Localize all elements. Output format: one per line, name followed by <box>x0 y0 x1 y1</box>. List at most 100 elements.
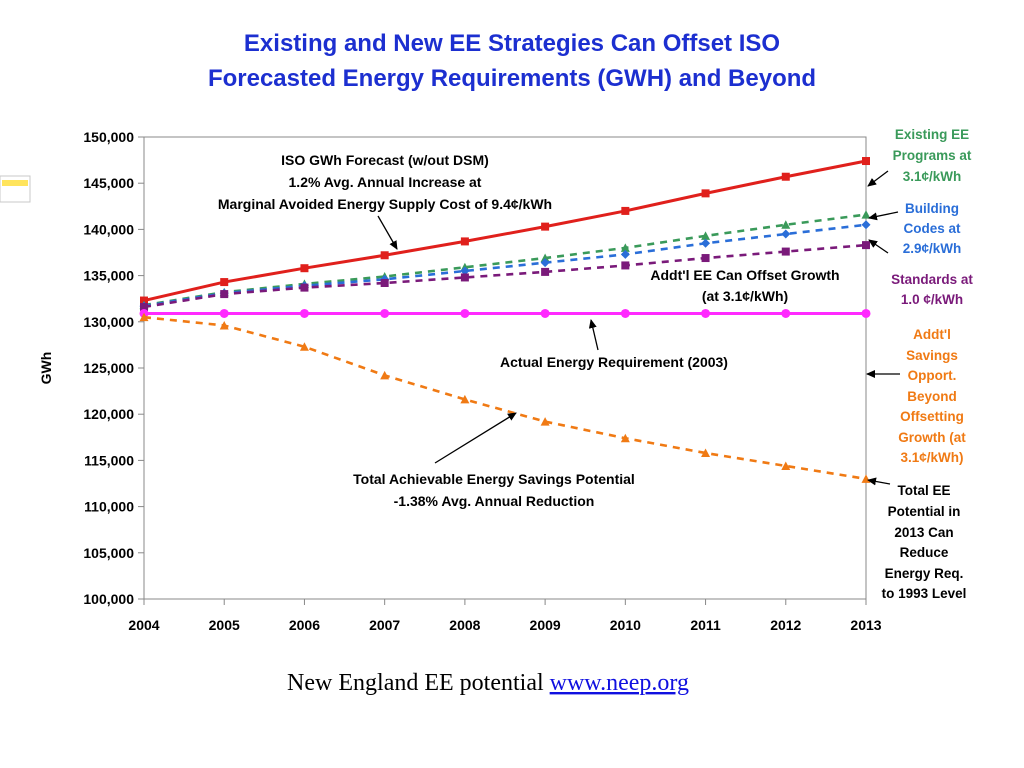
annotation-achievable-line-2: -1.38% Avg. Annual Reduction <box>394 493 595 509</box>
series-achievable <box>139 312 871 483</box>
series-point-achievable <box>299 342 309 351</box>
series-point-standards <box>621 261 630 270</box>
annotation-offset: Addt'l EE Can Offset Growth (at 3.1¢/kWh… <box>650 267 839 304</box>
side-label-addtl: Addt'l Savings Opport. Beyond Offsetting… <box>898 327 966 465</box>
series-point-actual <box>460 308 470 318</box>
arrow-total <box>867 477 891 486</box>
x-tick-label: 2004 <box>128 617 159 633</box>
series-point-codes <box>460 266 470 276</box>
x-tick-label: 2005 <box>209 617 240 633</box>
series-point-standards <box>862 241 870 250</box>
series-point-actual <box>781 308 791 318</box>
x-tick-label: 2006 <box>289 617 320 633</box>
side-existing-line-2: Programs at <box>893 148 972 163</box>
annotation-offset-line-2: (at 3.1¢/kWh) <box>702 288 788 304</box>
series-point-actual <box>299 308 309 318</box>
series-point-actual <box>540 308 550 318</box>
series-point-actual <box>219 308 229 318</box>
annotation-forecast-line-3: Marginal Avoided Energy Supply Cost of 9… <box>218 196 552 212</box>
arrow-existing <box>867 170 889 187</box>
series-standards <box>140 241 870 312</box>
side-codes-line-2: Codes at <box>903 221 961 236</box>
series-point-standards <box>220 290 229 299</box>
series-point-codes <box>540 258 550 268</box>
series-point-standards <box>380 278 389 287</box>
x-tick-label: 2008 <box>449 617 480 633</box>
side-label-standards: Standards at 1.0 ¢/kWh <box>891 272 973 307</box>
series-point-achievable <box>861 474 871 483</box>
y-tick-label: 145,000 <box>83 175 134 191</box>
series-point-forecast <box>140 296 148 305</box>
y-axis-label: GWh <box>38 352 54 385</box>
annotation-forecast: ISO GWh Forecast (w/out DSM) 1.2% Avg. A… <box>218 152 552 212</box>
annotation-achievable-line-1: Total Achievable Energy Savings Potentia… <box>353 471 635 487</box>
series-point-achievable <box>701 448 711 458</box>
arrow-achievable <box>434 412 517 464</box>
axes: 100,000 105,000 110,000 115,000 120,000 125,0… <box>83 129 881 633</box>
arrow-standards <box>868 239 889 254</box>
side-total-line-5: Energy Req. <box>885 566 964 581</box>
annotation-achievable: Total Achievable Energy Savings Potentia… <box>353 471 635 509</box>
side-addtl-line-4: Beyond <box>907 389 957 404</box>
side-total-line-2: Potential in <box>888 504 961 519</box>
series-actual <box>139 308 871 318</box>
series-point-actual <box>380 308 390 318</box>
side-codes-line-1: Building <box>905 201 959 216</box>
series-point-forecast <box>781 172 790 181</box>
chart-title-line-1: Existing and New EE Strategies Can Offse… <box>244 30 780 57</box>
side-addtl-line-7: 3.1¢/kWh) <box>900 450 963 465</box>
side-label-existing: Existing EE Programs at 3.1¢/kWh <box>893 127 972 184</box>
series-point-standards <box>781 247 790 256</box>
series-point-actual <box>701 308 711 318</box>
side-addtl-line-6: Growth (at <box>898 430 966 445</box>
side-total-line-4: Reduce <box>900 545 949 560</box>
footer-link[interactable]: www.neep.org <box>550 670 689 696</box>
x-tick-label: 2009 <box>530 617 561 633</box>
series-point-achievable <box>219 320 229 330</box>
series-point-achievable <box>139 312 149 322</box>
x-tick-label: 2010 <box>610 617 641 633</box>
annotation-actual-line-1: Actual Energy Requirement (2003) <box>500 354 728 370</box>
y-tick-label: 140,000 <box>83 221 134 237</box>
series-line-codes <box>143 223 867 308</box>
x-tick-label: 2007 <box>369 617 400 633</box>
series-line-achievable <box>143 315 867 481</box>
chart-title-line-2: Forecasted Energy Requirements (GWH) and… <box>208 65 816 92</box>
side-codes-line-3: 2.9¢/kWh <box>903 241 962 256</box>
series-point-forecast <box>380 251 389 260</box>
series-point-codes <box>701 238 711 248</box>
series-point-standards <box>300 283 309 292</box>
series-point-forecast <box>220 278 229 287</box>
series-point-codes <box>781 229 791 239</box>
x-tick-label: 2013 <box>850 617 881 633</box>
series-point-actual <box>861 308 871 318</box>
side-total-line-6: to 1993 Level <box>882 586 967 601</box>
side-total-line-3: 2013 Can <box>894 525 953 540</box>
side-label-total: Total EE Potential in 2013 Can Reduce En… <box>882 483 967 601</box>
side-label-codes: Building Codes at 2.9¢/kWh <box>903 201 962 256</box>
side-standards-line-1: Standards at <box>891 272 973 287</box>
series-point-achievable <box>781 461 791 470</box>
series-point-achievable <box>460 394 470 404</box>
series-point-standards <box>140 303 148 312</box>
side-addtl-line-3: Opport. <box>908 368 957 383</box>
series-line-standards <box>143 243 867 309</box>
side-existing-line-1: Existing EE <box>895 127 969 142</box>
side-tab-icon <box>0 175 31 203</box>
series-point-codes <box>861 220 871 230</box>
series-line-existing <box>143 213 867 307</box>
y-tick-label: 130,000 <box>83 314 134 330</box>
series-point-achievable <box>540 417 550 426</box>
annotation-arrows <box>377 170 900 486</box>
series-layer <box>139 157 871 483</box>
series-point-standards <box>701 254 710 263</box>
y-tick-label: 125,000 <box>83 360 134 376</box>
series-point-forecast <box>701 189 710 198</box>
series-point-forecast <box>541 222 550 231</box>
y-tick-label: 100,000 <box>83 591 134 607</box>
y-tick-label: 115,000 <box>84 452 134 468</box>
series-point-forecast <box>460 237 469 246</box>
y-tick-label: 105,000 <box>83 545 134 561</box>
series-point-existing <box>701 231 711 240</box>
